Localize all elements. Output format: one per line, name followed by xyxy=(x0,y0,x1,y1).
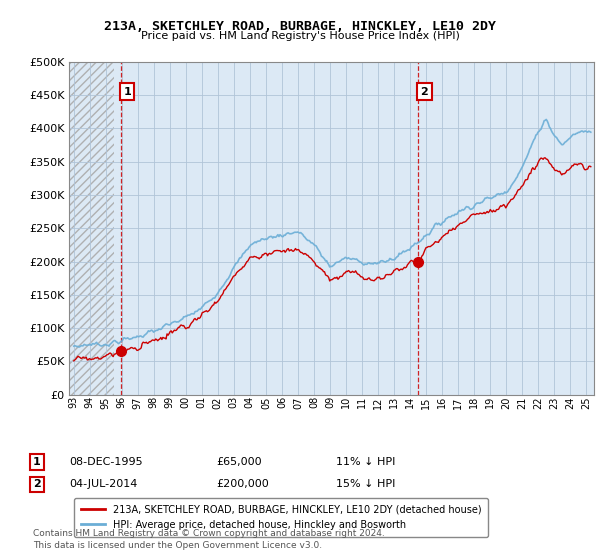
Text: 04-JUL-2014: 04-JUL-2014 xyxy=(69,479,137,489)
Text: £200,000: £200,000 xyxy=(216,479,269,489)
Text: 213A, SKETCHLEY ROAD, BURBAGE, HINCKLEY, LE10 2DY: 213A, SKETCHLEY ROAD, BURBAGE, HINCKLEY,… xyxy=(104,20,496,32)
Text: Price paid vs. HM Land Registry's House Price Index (HPI): Price paid vs. HM Land Registry's House … xyxy=(140,31,460,41)
Text: 2: 2 xyxy=(421,87,428,96)
Text: 11% ↓ HPI: 11% ↓ HPI xyxy=(336,457,395,467)
Text: 15% ↓ HPI: 15% ↓ HPI xyxy=(336,479,395,489)
Text: 1: 1 xyxy=(123,87,131,96)
Text: 2: 2 xyxy=(33,479,41,489)
Text: £65,000: £65,000 xyxy=(216,457,262,467)
Legend: 213A, SKETCHLEY ROAD, BURBAGE, HINCKLEY, LE10 2DY (detached house), HPI: Average: 213A, SKETCHLEY ROAD, BURBAGE, HINCKLEY,… xyxy=(74,498,488,536)
Text: 08-DEC-1995: 08-DEC-1995 xyxy=(69,457,143,467)
Bar xyxy=(69,62,114,395)
Text: 1: 1 xyxy=(33,457,41,467)
Text: Contains HM Land Registry data © Crown copyright and database right 2024.
This d: Contains HM Land Registry data © Crown c… xyxy=(33,529,385,550)
